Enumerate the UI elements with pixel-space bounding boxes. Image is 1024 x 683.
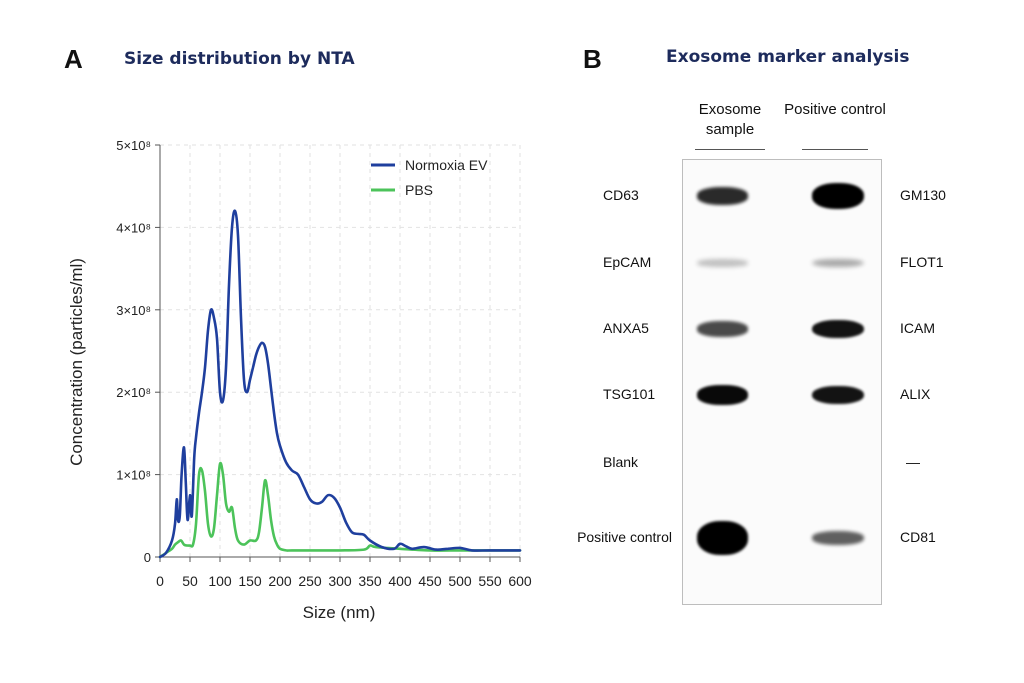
blot-row-label: CD63 xyxy=(603,187,639,203)
band-positive-control xyxy=(812,385,864,405)
blot-row-label: ANXA5 xyxy=(603,320,649,336)
column-header-exosome-sample: Exosome sample xyxy=(698,101,762,138)
column-header-positive-control: Positive control xyxy=(784,101,886,118)
blot-row-label: TSG101 xyxy=(603,386,656,402)
column-header-rule-exosome xyxy=(695,149,765,150)
x-tick-label: 200 xyxy=(268,573,292,589)
x-tick-label: 300 xyxy=(328,573,352,589)
band-exosome-sample xyxy=(697,187,748,205)
band-exosome-sample xyxy=(697,385,748,405)
x-tick-label: 100 xyxy=(208,573,232,589)
band-exosome-sample xyxy=(697,521,748,555)
chart-legend: Normoxia EV PBS xyxy=(371,157,488,198)
band-positive-control xyxy=(812,183,864,209)
chart-series xyxy=(158,209,522,559)
x-tick-label: 500 xyxy=(448,573,472,589)
legend-label: Normoxia EV xyxy=(405,157,488,173)
y-tick-label: 3×10⁸ xyxy=(116,303,151,318)
column-header-rule-control xyxy=(802,149,868,150)
x-tick-label: 350 xyxy=(358,573,382,589)
chart-axes xyxy=(159,145,520,558)
panel-b-title: Exosome marker analysis xyxy=(666,47,910,67)
band-exosome-sample xyxy=(697,259,748,267)
blot-row-label-right: GM130 xyxy=(900,187,946,203)
x-tick-label: 550 xyxy=(478,573,502,589)
x-tick-label: 400 xyxy=(388,573,412,589)
x-tick-label: 600 xyxy=(508,573,532,589)
band-positive-control xyxy=(812,531,864,545)
x-tick-label: 450 xyxy=(418,573,442,589)
y-tick-label: 1×10⁸ xyxy=(116,468,151,483)
blot-row-label-right: ALIX xyxy=(900,386,931,402)
blot-row-label-right: CD81 xyxy=(900,529,936,545)
chart-ticks: 0 50 100 150 200 250 300 350 400 450 500 550 600 0 1×1… xyxy=(116,138,532,589)
panel-a-title: Size distribution by NTA xyxy=(124,49,355,69)
x-axis-label: Size (nm) xyxy=(303,603,376,622)
panel-b-letter: B xyxy=(583,44,602,74)
nta-size-chart: 0 50 100 150 200 250 300 350 400 450 500 550 600 0 1×1… xyxy=(67,138,532,622)
y-tick-label: 0 xyxy=(144,550,151,565)
normoxia-ev-line xyxy=(158,209,522,559)
blot-row-label: Blank xyxy=(603,454,639,470)
blot-row-label-right: ICAM xyxy=(900,320,935,336)
blot-row-label: EpCAM xyxy=(603,254,652,270)
y-tick-label: 5×10⁸ xyxy=(116,138,151,153)
y-tick-label: 4×10⁸ xyxy=(116,220,151,235)
y-axis-label: Concentration (particles/ml) xyxy=(67,258,86,466)
band-exosome-sample xyxy=(697,321,748,337)
legend-label: PBS xyxy=(405,182,433,198)
y-tick-label: 2×10⁸ xyxy=(116,385,151,400)
band-positive-control xyxy=(812,258,864,268)
blot-row-label-right: FLOT1 xyxy=(900,254,944,270)
blot-row-label-right: — xyxy=(906,454,920,470)
chart-grid xyxy=(160,144,521,557)
x-tick-label: 50 xyxy=(182,573,198,589)
pbs-line xyxy=(158,461,522,559)
x-tick-label: 0 xyxy=(156,573,164,589)
panel-a-letter: A xyxy=(64,44,83,74)
x-tick-label: 150 xyxy=(238,573,262,589)
x-tick-label: 250 xyxy=(298,573,322,589)
blot-row-label: Positive control xyxy=(577,529,672,545)
band-positive-control xyxy=(812,319,864,339)
